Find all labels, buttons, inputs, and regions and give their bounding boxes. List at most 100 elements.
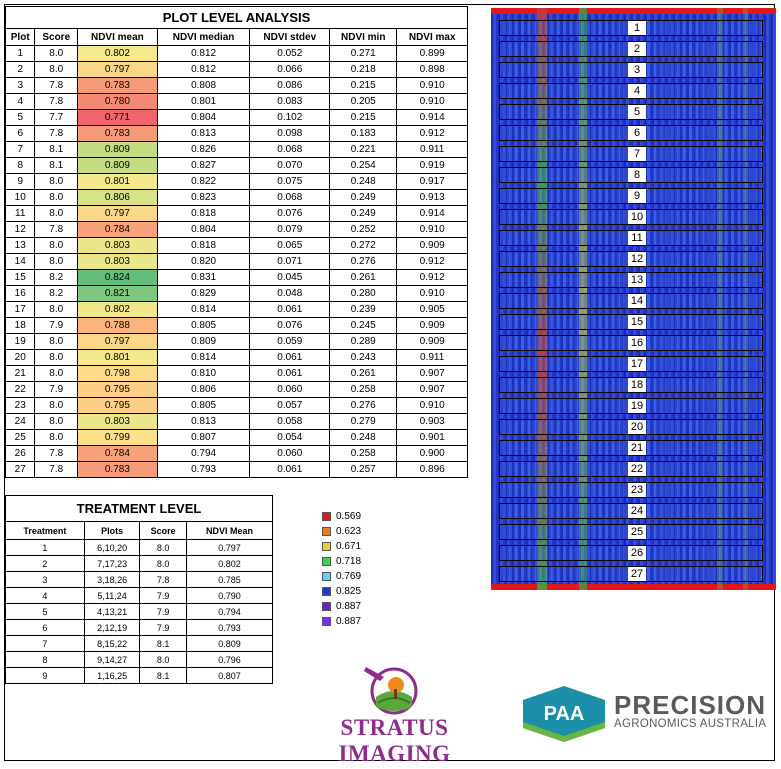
map-plot-strip: 9 <box>499 188 763 204</box>
plot-cell-min: 0.252 <box>329 221 398 238</box>
map-plot-number: 7 <box>628 147 646 161</box>
treatment-cell-plots: 3,18,26 <box>83 571 141 588</box>
treatment-cell-mean: 0.793 <box>185 619 274 636</box>
legend-swatch <box>322 572 331 581</box>
plot-cell-plot: 20 <box>4 349 36 366</box>
plot-cell-median: 0.818 <box>156 205 251 222</box>
map-plot-number: 25 <box>628 525 646 539</box>
map-plot-strip: 15 <box>499 314 763 330</box>
stratus-wordmark: STRATUS IMAGING <box>338 715 451 766</box>
legend-label: 0.887 <box>336 616 362 627</box>
plot-cell-median: 0.814 <box>156 301 251 318</box>
plot-cell-max: 0.903 <box>396 413 468 430</box>
legend-item: 0.623 <box>322 524 361 539</box>
treatment-cell-treatment: 2 <box>5 555 85 572</box>
plot-cell-stdev: 0.061 <box>249 301 331 318</box>
plot-cell-min: 0.215 <box>329 77 398 94</box>
map-plot-number: 17 <box>628 357 646 371</box>
plot-cell-mean: 0.802 <box>77 45 158 62</box>
plot-cell-mean: 0.788 <box>77 317 158 334</box>
table-row: 21 8.0 0.798 0.810 0.061 0.261 0.907 <box>4 365 468 382</box>
plot-cell-plot: 21 <box>4 365 36 382</box>
plot-cell-plot: 22 <box>4 381 36 398</box>
map-plot-strip: 23 <box>499 482 763 498</box>
plot-cell-min: 0.205 <box>329 93 398 110</box>
plot-cell-score: 7.9 <box>34 317 79 334</box>
map-plot-strip: 20 <box>499 419 763 435</box>
plot-cell-min: 0.183 <box>329 125 398 142</box>
plot-cell-max: 0.910 <box>396 93 468 110</box>
plot-cell-stdev: 0.068 <box>249 189 331 206</box>
plot-cell-min: 0.261 <box>329 365 398 382</box>
plot-cell-plot: 26 <box>4 445 36 462</box>
legend-item: 0.887 <box>322 599 361 614</box>
table-row: 9 1,16,25 8.1 0.807 <box>5 667 274 684</box>
plot-cell-min: 0.257 <box>329 461 398 478</box>
paa-subtitle: AGRONOMICS AUSTRALIA <box>614 718 767 730</box>
treatment-table-body: 1 6,10,20 8.0 0.797 2 7,17,23 8.0 0.802 3 3,18,26… <box>5 539 274 684</box>
map-plot-strip: 24 <box>499 503 763 519</box>
treatment-cell-mean: 0.809 <box>185 635 274 652</box>
table-row: 23 8.0 0.795 0.805 0.057 0.276 0.910 <box>4 397 468 414</box>
map-plot-number: 9 <box>628 189 646 203</box>
plot-cell-median: 0.808 <box>156 77 251 94</box>
treatment-cell-score: 8.0 <box>139 539 187 556</box>
treatment-cell-treatment: 5 <box>5 603 85 620</box>
plot-cell-max: 0.909 <box>396 237 468 254</box>
table-row: 26 7.8 0.784 0.794 0.060 0.258 0.900 <box>4 445 468 462</box>
plot-cell-score: 8.2 <box>34 269 79 286</box>
table-row: 11 8.0 0.797 0.818 0.076 0.249 0.914 <box>4 205 468 222</box>
treatment-cell-score: 7.8 <box>139 571 187 588</box>
plot-cell-mean: 0.780 <box>77 93 158 110</box>
plot-cell-stdev: 0.057 <box>249 397 331 414</box>
legend-item: 0.825 <box>322 584 361 599</box>
map-plot-number: 10 <box>628 210 646 224</box>
plot-cell-max: 0.914 <box>396 109 468 126</box>
plot-cell-min: 0.279 <box>329 413 398 430</box>
treatment-cell-score: 8.0 <box>139 555 187 572</box>
plot-cell-mean: 0.784 <box>77 445 158 462</box>
plot-cell-median: 0.794 <box>156 445 251 462</box>
table-row: 9 8.0 0.801 0.822 0.075 0.248 0.917 <box>4 173 468 190</box>
treatment-table-header-row: Treatment Plots Score NDVI Mean <box>5 521 274 540</box>
legend-item: 0.718 <box>322 554 361 569</box>
plot-cell-mean: 0.783 <box>77 77 158 94</box>
plot-cell-stdev: 0.052 <box>249 45 331 62</box>
plot-cell-stdev: 0.076 <box>249 317 331 334</box>
plot-cell-min: 0.249 <box>329 205 398 222</box>
plot-cell-mean: 0.803 <box>77 413 158 430</box>
plot-cell-score: 8.0 <box>34 333 79 350</box>
plot-cell-score: 8.0 <box>34 365 79 382</box>
plot-cell-max: 0.909 <box>396 333 468 350</box>
treatment-cell-treatment: 4 <box>5 587 85 604</box>
plot-level-table: PLOT LEVEL ANALYSIS Plot Score NDVI mean ND… <box>4 6 468 478</box>
treatment-cell-plots: 7,17,23 <box>83 555 141 572</box>
plot-table-header-row: Plot Score NDVI mean NDVI median NDVI stdev N… <box>4 28 468 46</box>
table-row: 1 6,10,20 8.0 0.797 <box>5 539 274 556</box>
plot-cell-median: 0.827 <box>156 157 251 174</box>
legend-swatch <box>322 557 331 566</box>
plot-cell-stdev: 0.048 <box>249 285 331 302</box>
map-plot-strip: 26 <box>499 545 763 561</box>
map-wheel-track-right <box>579 8 587 590</box>
paa-title: PRECISION <box>614 690 767 720</box>
table-row: 8 9,14,27 8.0 0.796 <box>5 651 274 668</box>
plot-cell-mean: 0.809 <box>77 157 158 174</box>
plot-cell-mean: 0.809 <box>77 141 158 158</box>
plot-cell-max: 0.910 <box>396 221 468 238</box>
treatment-table-title: TREATMENT LEVEL <box>5 495 273 522</box>
plot-cell-plot: 5 <box>4 109 36 126</box>
plot-cell-mean: 0.784 <box>77 221 158 238</box>
map-plot-strip: 27 <box>499 566 763 582</box>
plot-cell-max: 0.899 <box>396 45 468 62</box>
plot-cell-median: 0.813 <box>156 125 251 142</box>
table-row: 4 7.8 0.780 0.801 0.083 0.205 0.910 <box>4 93 468 110</box>
plot-table-header-cell: Plot <box>4 28 36 46</box>
treatment-cell-plots: 4,13,21 <box>83 603 141 620</box>
table-row: 13 8.0 0.803 0.818 0.065 0.272 0.909 <box>4 237 468 254</box>
plot-cell-stdev: 0.075 <box>249 173 331 190</box>
legend-swatch <box>322 512 331 521</box>
plot-cell-mean: 0.802 <box>77 301 158 318</box>
plot-cell-score: 8.0 <box>34 205 79 222</box>
map-plot-number: 27 <box>628 567 646 581</box>
